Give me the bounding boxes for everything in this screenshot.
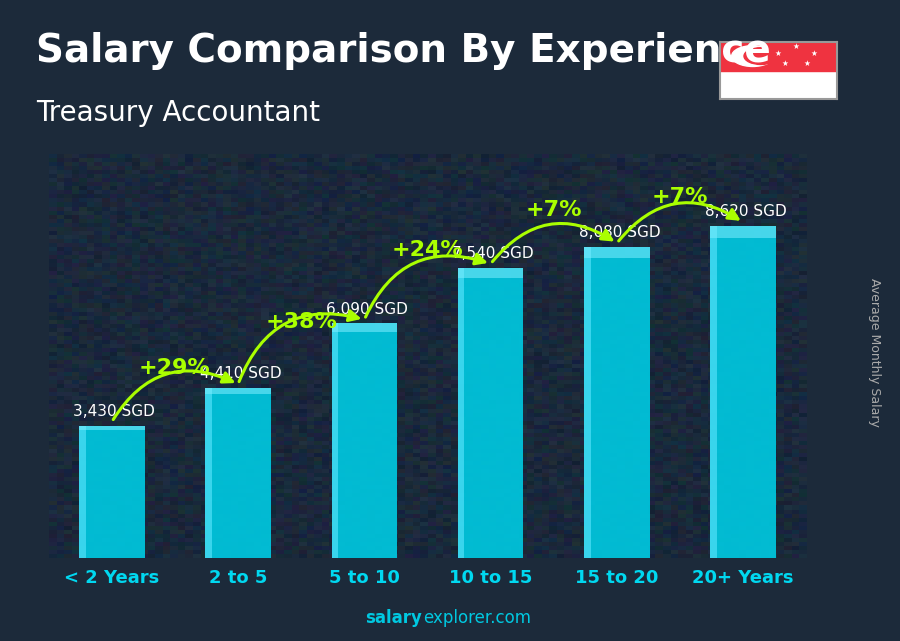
- Text: ★: ★: [793, 42, 799, 51]
- Text: +7%: +7%: [526, 199, 582, 220]
- Circle shape: [744, 47, 778, 65]
- Bar: [331, 324, 397, 331]
- Text: +38%: +38%: [266, 312, 338, 332]
- Bar: [205, 388, 271, 558]
- Text: 7,540 SGD: 7,540 SGD: [453, 246, 534, 261]
- Text: 4,410 SGD: 4,410 SGD: [200, 366, 282, 381]
- Text: 6,090 SGD: 6,090 SGD: [326, 301, 408, 317]
- Bar: [710, 226, 776, 238]
- Text: Treasury Accountant: Treasury Accountant: [36, 99, 320, 128]
- Text: salary: salary: [365, 609, 422, 627]
- Circle shape: [732, 46, 774, 67]
- Bar: [205, 388, 212, 558]
- Bar: [720, 42, 837, 71]
- Bar: [205, 388, 271, 394]
- Bar: [331, 324, 338, 558]
- Text: Salary Comparison By Experience: Salary Comparison By Experience: [36, 32, 770, 70]
- Text: explorer.com: explorer.com: [423, 609, 531, 627]
- Text: ★: ★: [781, 59, 788, 68]
- Bar: [79, 426, 145, 430]
- Bar: [710, 226, 776, 558]
- Bar: [458, 268, 464, 558]
- Bar: [584, 247, 650, 558]
- Bar: [584, 247, 650, 258]
- Text: +24%: +24%: [392, 240, 464, 260]
- Text: Average Monthly Salary: Average Monthly Salary: [868, 278, 881, 427]
- Bar: [458, 268, 524, 558]
- Text: ★: ★: [810, 49, 817, 58]
- Text: 8,620 SGD: 8,620 SGD: [705, 204, 787, 219]
- Bar: [710, 226, 717, 558]
- Text: +29%: +29%: [139, 358, 211, 378]
- Text: ★: ★: [775, 49, 782, 58]
- Text: 8,080 SGD: 8,080 SGD: [579, 225, 661, 240]
- Bar: [584, 247, 590, 558]
- Bar: [331, 324, 397, 558]
- Bar: [79, 426, 145, 558]
- Text: ★: ★: [804, 59, 811, 68]
- Text: 3,430 SGD: 3,430 SGD: [74, 404, 155, 419]
- Bar: [79, 426, 86, 558]
- Text: +7%: +7%: [652, 187, 708, 206]
- Bar: [458, 268, 524, 278]
